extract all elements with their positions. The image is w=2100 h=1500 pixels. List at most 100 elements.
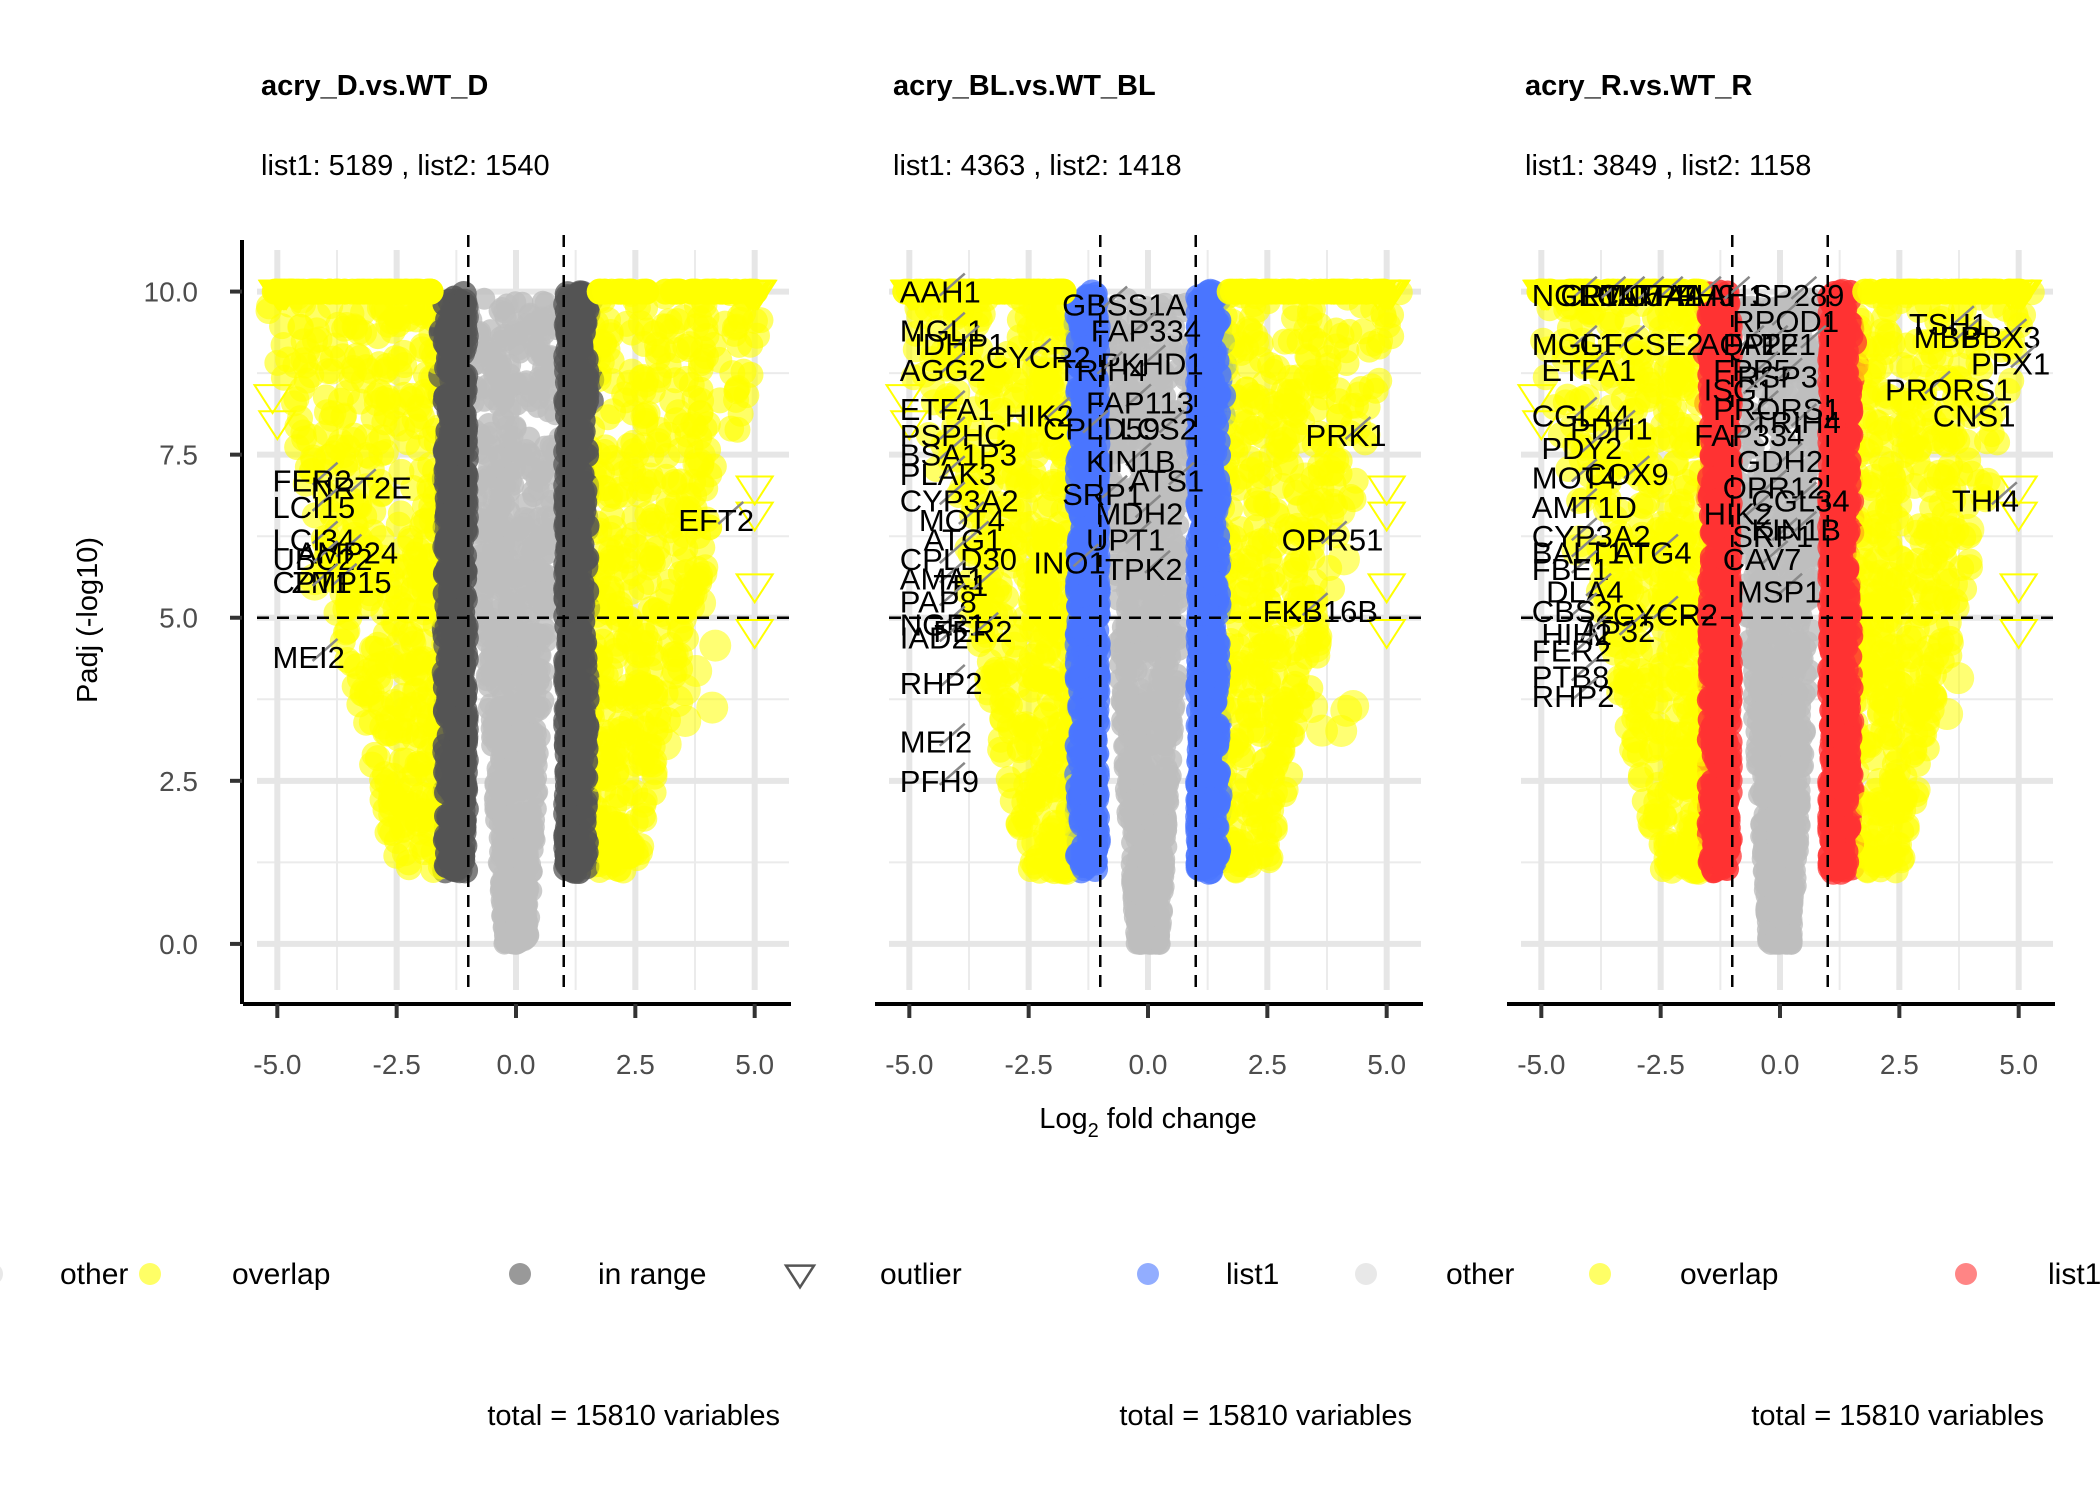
panel-title: acry_D.vs.WT_D xyxy=(261,70,488,102)
point-other xyxy=(1141,639,1164,662)
point-list1 xyxy=(556,626,581,651)
point-other xyxy=(1148,925,1171,948)
point-list1 xyxy=(452,733,477,758)
point-other xyxy=(485,347,508,370)
point-other xyxy=(520,540,543,563)
point-overlap xyxy=(673,576,706,609)
point-other xyxy=(509,516,532,539)
point-other xyxy=(495,667,518,690)
point-overlap xyxy=(398,386,425,413)
point-overlap xyxy=(394,429,421,456)
point-overlap xyxy=(645,431,672,458)
point-overlap xyxy=(622,838,649,865)
point-other xyxy=(484,774,507,797)
point-overlap xyxy=(406,752,433,779)
point-other xyxy=(482,607,505,630)
point-other xyxy=(530,464,553,487)
point-overlap xyxy=(395,790,422,817)
point-other xyxy=(472,578,495,601)
point-list1 xyxy=(565,569,590,594)
x-tick-label: 5.0 xyxy=(735,1049,774,1080)
point-overlap xyxy=(303,278,330,305)
point-other xyxy=(482,643,505,666)
point-overlap xyxy=(391,278,418,305)
point-overlap xyxy=(631,402,658,429)
point-overlap xyxy=(346,318,373,345)
point-overlap xyxy=(652,278,679,305)
point-overlap xyxy=(659,388,686,415)
point-list1 xyxy=(556,655,581,680)
point-other xyxy=(501,373,524,396)
point-overlap xyxy=(597,538,624,565)
point-other xyxy=(490,825,513,848)
point-overlap xyxy=(718,415,745,442)
gene-label: LCI15 xyxy=(273,490,356,525)
point-other xyxy=(1142,767,1165,790)
point-other xyxy=(537,364,560,387)
point-overlap xyxy=(331,278,358,305)
point-other xyxy=(511,291,534,314)
y-tick-label: 2.5 xyxy=(159,766,198,797)
point-overlap xyxy=(688,387,715,414)
y-tick-label: 10.0 xyxy=(144,277,199,308)
point-list1 xyxy=(563,824,588,849)
point-overlap xyxy=(402,306,429,333)
point-other xyxy=(499,626,522,649)
point-list1 xyxy=(439,643,464,668)
point-overlap xyxy=(391,696,418,723)
panel-subtitle: list1: 5189 , list2: 1540 xyxy=(261,150,550,182)
point-other xyxy=(473,625,496,648)
point-overlap xyxy=(660,471,687,498)
point-list1 xyxy=(449,292,474,317)
point-overlap xyxy=(699,629,732,662)
point-other xyxy=(526,559,549,582)
point-overlap xyxy=(641,759,668,786)
point-overlap xyxy=(634,522,667,555)
point-overlap xyxy=(691,415,718,442)
point-overlap xyxy=(383,842,410,869)
gene-label: EFT2 xyxy=(678,503,754,538)
point-other xyxy=(1137,793,1160,816)
point-overlap xyxy=(374,384,401,411)
point-overlap xyxy=(395,597,422,624)
point-list1 xyxy=(436,355,461,380)
point-overlap xyxy=(350,675,383,708)
point-other xyxy=(1111,692,1134,715)
point-other xyxy=(515,811,538,834)
point-other xyxy=(503,333,526,356)
point-overlap xyxy=(690,336,717,363)
y-tick-label: 0.0 xyxy=(159,929,198,960)
point-overlap xyxy=(597,322,624,349)
point-overlap xyxy=(347,388,374,415)
point-other xyxy=(530,306,553,329)
y-tick-label: 7.5 xyxy=(159,440,198,471)
point-list1 xyxy=(558,409,583,434)
point-other xyxy=(518,442,541,465)
y-tick-label: 5.0 xyxy=(159,603,198,634)
point-overlap xyxy=(369,774,396,801)
point-other xyxy=(498,866,521,889)
point-overlap xyxy=(362,278,389,305)
point-other xyxy=(517,578,540,601)
point-list1 xyxy=(571,765,596,790)
point-overlap xyxy=(618,578,645,605)
point-other xyxy=(1133,701,1156,724)
x-tick-label: -5.0 xyxy=(253,1049,301,1080)
point-overlap xyxy=(374,649,401,676)
point-other xyxy=(508,649,531,672)
point-list1 xyxy=(568,297,593,322)
point-list1 xyxy=(571,320,596,345)
point-other xyxy=(524,723,547,746)
point-other xyxy=(1146,888,1169,911)
x-tick-label: 2.5 xyxy=(616,1049,655,1080)
point-other xyxy=(525,766,548,789)
point-overlap xyxy=(598,278,625,305)
point-other xyxy=(475,669,498,692)
point-overlap xyxy=(270,331,297,358)
panel-caption: total = 15810 variables xyxy=(487,1400,780,1432)
point-other xyxy=(526,695,549,718)
point-list1 xyxy=(443,560,468,585)
point-other xyxy=(1151,812,1174,835)
